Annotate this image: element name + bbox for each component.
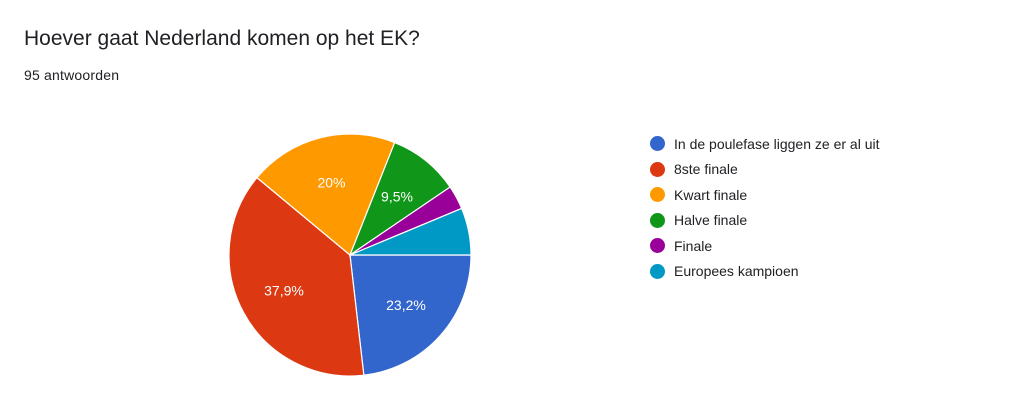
legend-item: In de poulefase liggen ze er al uit	[650, 131, 879, 157]
legend-item: Finale	[650, 233, 879, 259]
legend-item: Halve finale	[650, 208, 879, 234]
legend-swatch	[650, 263, 665, 279]
legend-label: Halve finale	[674, 212, 748, 229]
pie-slice-1	[349, 254, 472, 376]
legend-label: 8ste finale	[674, 161, 738, 178]
legend-swatch	[650, 212, 665, 228]
legend-swatch	[650, 161, 665, 177]
legend-label: In de poulefase liggen ze er al uit	[674, 135, 880, 152]
chart-legend: In de poulefase liggen ze er al uit 8ste …	[650, 131, 879, 284]
legend-swatch	[650, 136, 665, 152]
pie-slice-2	[228, 176, 365, 377]
slice-percent-label: 9,5%	[381, 189, 413, 205]
slice-percent-label: 23,2%	[386, 297, 426, 313]
slice-percent-label: 20%	[317, 174, 345, 190]
response-count: 95 antwoorden	[24, 67, 120, 83]
pie-slice-6	[349, 207, 472, 256]
legend-item: 8ste finale	[650, 157, 879, 183]
legend-swatch	[650, 187, 665, 203]
legend-label: Finale	[674, 237, 713, 254]
legend-label: Kwart finale	[674, 186, 748, 203]
slice-percent-label: 37,9%	[264, 283, 304, 299]
chart-title: Hoever gaat Nederland komen op het EK?	[24, 27, 420, 50]
legend-swatch	[650, 238, 665, 254]
legend-item: Europees kampioen	[650, 259, 879, 285]
pie-slice-3	[256, 133, 396, 256]
legend-item: Kwart finale	[650, 182, 879, 208]
legend-label: Europees kampioen	[674, 263, 799, 280]
